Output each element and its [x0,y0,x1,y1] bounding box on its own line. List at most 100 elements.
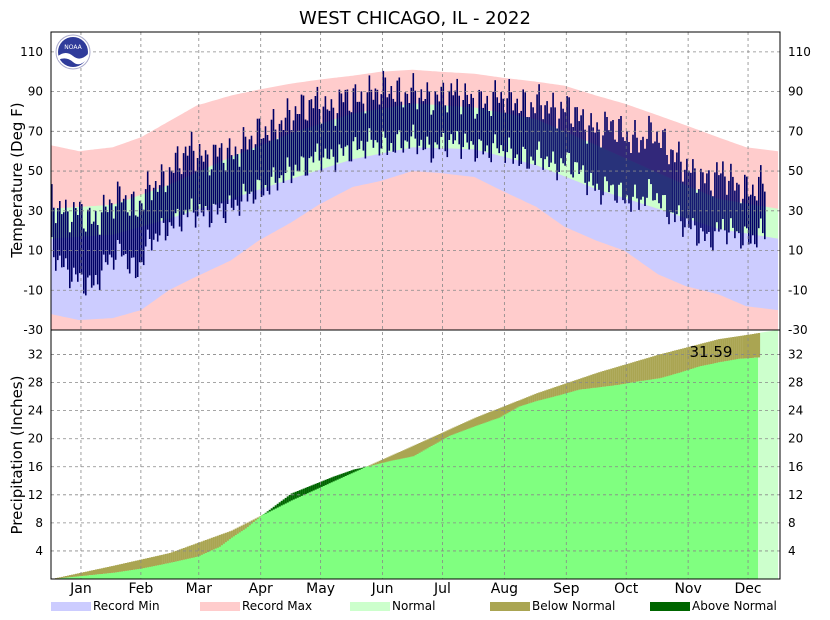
actual-temp-bar [448,90,451,140]
below-normal-bar [386,457,389,462]
below-normal-bar [420,442,423,452]
below-normal-bar [258,516,261,518]
below-normal-bar [114,565,117,573]
actual-temp-bar [286,98,289,158]
actual-temp-bar [188,145,191,210]
below-normal-bar [410,446,413,457]
actual-temp-bar [146,170,149,230]
actual-temp-bar [726,194,728,245]
actual-temp-bar [602,135,604,196]
above-normal-bar [276,503,279,508]
below-normal-bar [244,523,247,529]
month-label: Mar [186,581,213,597]
month-label: Jun [371,581,394,597]
precipitation-panel [51,330,778,579]
above-normal-bar [352,469,355,473]
below-normal-bar [510,403,513,411]
below-normal-bar [652,356,655,380]
below-normal-bar [182,548,185,560]
below-normal-bar [714,340,717,364]
below-normal-bar [690,346,693,369]
actual-temp-bar [428,91,431,145]
legend-swatch [51,602,91,611]
actual-temp-bar [81,204,83,275]
actual-temp-bar [472,97,474,145]
below-normal-bar [638,360,641,382]
actual-temp-bar [692,159,694,219]
above-normal-bar [362,467,365,468]
below-normal-bar [400,451,403,459]
actual-temp-bar [538,84,540,142]
actual-temp-bar [320,123,323,172]
actual-temp-bar [476,113,478,159]
actual-temp-bar [642,136,644,197]
actual-temp-bar [126,212,129,270]
actual-temp-bar [144,189,147,247]
actual-temp-bar [624,141,626,204]
month-label: Oct [614,581,639,597]
month-label: Dec [734,581,761,597]
below-normal-bar [600,371,603,387]
actual-temp-bar [638,152,640,210]
below-normal-bar [572,380,575,392]
actual-temp-bar [406,93,409,142]
below-normal-bar [596,372,599,388]
actual-temp-bar [554,107,556,164]
below-normal-bar [200,541,203,555]
below-normal-bar [524,397,527,405]
below-normal-bar [158,555,161,565]
below-normal-bar [548,389,551,398]
actual-temp-bar [436,94,439,145]
actual-temp-bar [402,107,405,153]
actual-temp-bar [96,225,99,285]
actual-temp-bar [758,176,760,229]
actual-temp-bar [564,112,566,166]
legend-swatch [490,602,530,611]
below-normal-bar [640,359,643,381]
actual-temp-bar [654,141,656,201]
actual-temp-bar [582,109,584,166]
actual-temp-bar [408,103,411,149]
below-normal-bar [738,336,741,359]
actual-temp-bar [224,170,227,223]
actual-temp-bar [234,146,237,200]
below-normal-bar [706,342,709,365]
actual-temp-bar [578,121,580,174]
month-label: Feb [128,581,153,597]
below-normal-bar [694,345,697,368]
actual-temp-bar [760,165,762,219]
actual-temp-bar [356,101,359,151]
below-normal-bar [526,397,529,404]
below-normal-bar [87,571,90,576]
actual-temp-bar [656,131,658,194]
below-normal-bar [696,344,699,368]
actual-temp-bar [590,113,592,173]
below-normal-bar [122,563,125,572]
actual-temp-bar [534,113,536,165]
below-normal-bar [476,416,479,426]
actual-temp-bar [220,143,223,204]
below-normal-bar [564,383,567,394]
below-normal-bar [120,563,123,572]
below-normal-bar [454,426,457,434]
actual-temp-bar [53,207,55,258]
record-max-area [51,69,778,330]
above-normal-bar [318,482,321,488]
actual-temp-bar [634,120,636,185]
actual-temp-bar [728,180,730,233]
actual-temperature-bars [51,70,766,296]
below-normal-bar [568,382,571,393]
below-normal-bar [90,570,93,575]
below-normal-bar [628,363,631,383]
below-normal-bar [370,464,373,466]
below-normal-bar [538,392,541,401]
above-normal-bar [268,509,271,512]
below-normal-bar [198,542,201,556]
below-normal-bar [190,545,193,558]
precip-total-annotation: 31.59 [690,343,733,361]
actual-temp-bar [214,144,217,205]
actual-temp-bar [236,154,239,206]
above-normal-bar [330,477,333,483]
below-normal-bar [550,388,553,398]
below-normal-bar [172,551,175,562]
